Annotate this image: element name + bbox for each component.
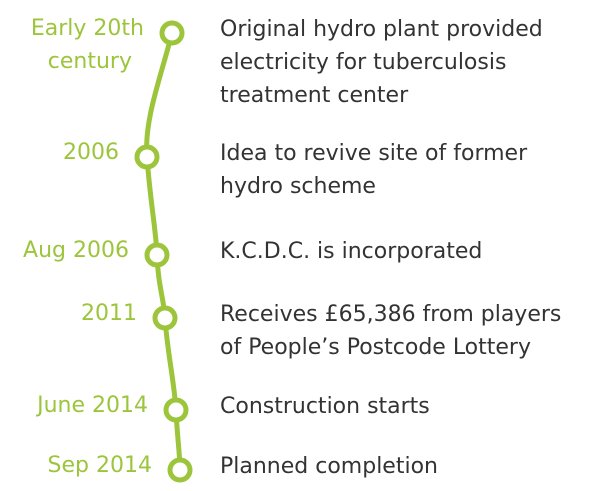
event-description: treatment center xyxy=(220,83,409,108)
event-description: Receives £65,386 from players xyxy=(220,302,561,327)
event-description: of People’s Postcode Lottery xyxy=(220,335,531,360)
event-description: electricity for tuberculosis xyxy=(220,50,506,75)
event-date: century xyxy=(48,49,132,74)
timeline-node xyxy=(144,242,170,268)
event-description: Construction starts xyxy=(220,394,430,419)
event-date: 2006 xyxy=(63,140,119,165)
timeline-node xyxy=(159,20,185,46)
event-date: June 2014 xyxy=(35,393,148,418)
timeline-node xyxy=(163,397,189,423)
event-date: Sep 2014 xyxy=(48,453,152,478)
event-description: Original hydro plant provided xyxy=(220,17,543,42)
event-date: 2011 xyxy=(81,301,137,326)
timeline-node xyxy=(134,144,160,170)
event-date: Aug 2006 xyxy=(23,238,129,263)
event-date: Early 20th xyxy=(31,16,144,41)
timeline-node xyxy=(152,305,178,331)
event-description: hydro scheme xyxy=(220,174,376,199)
timeline-node xyxy=(167,457,193,483)
event-description: K.C.D.C. is incorporated xyxy=(220,239,482,264)
event-description: Idea to revive site of former xyxy=(220,141,528,166)
event-description: Planned completion xyxy=(220,454,438,479)
